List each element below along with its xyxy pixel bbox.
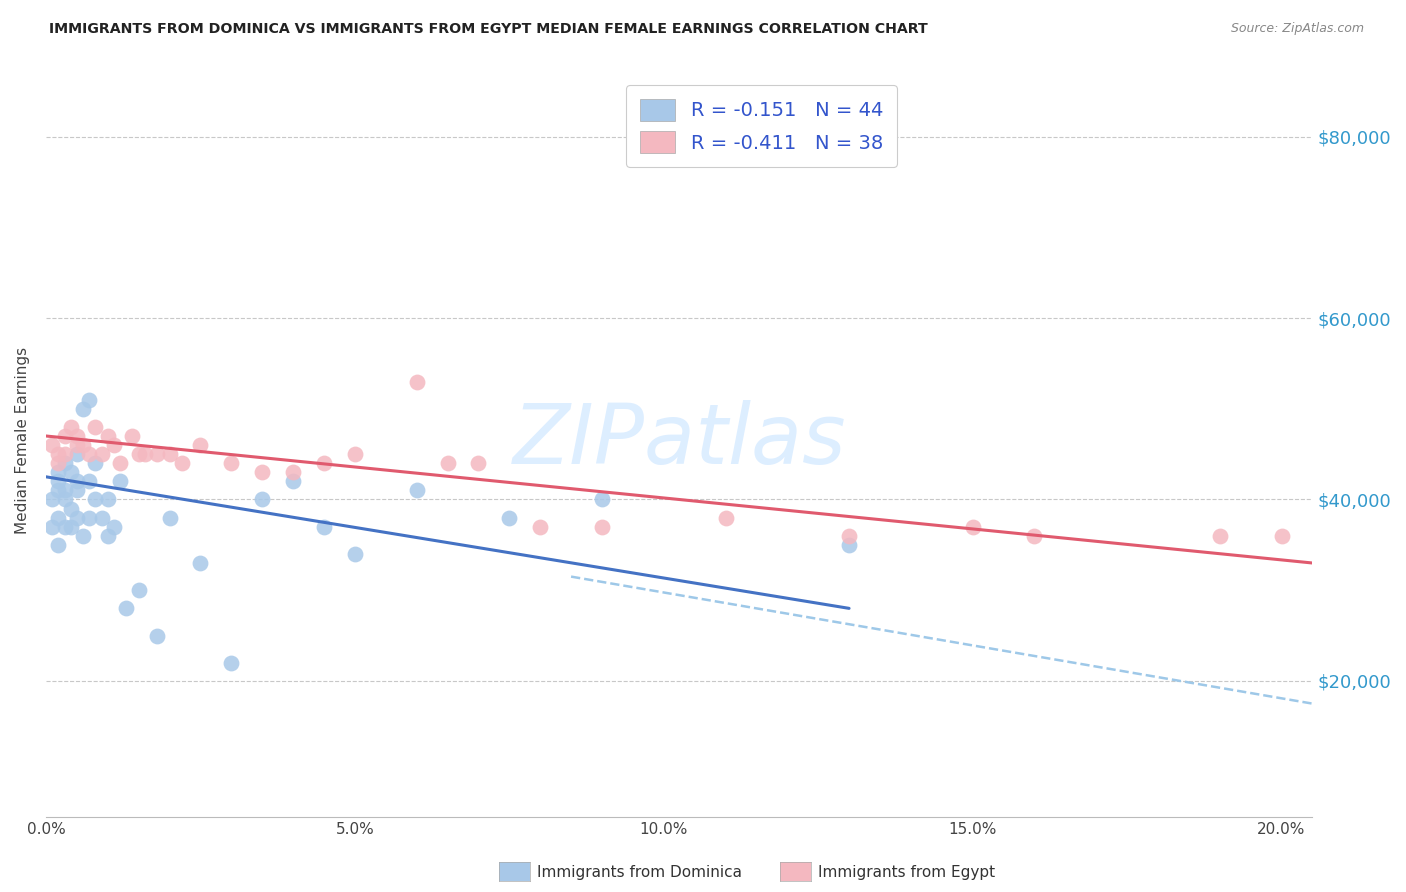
- Text: IMMIGRANTS FROM DOMINICA VS IMMIGRANTS FROM EGYPT MEDIAN FEMALE EARNINGS CORRELA: IMMIGRANTS FROM DOMINICA VS IMMIGRANTS F…: [49, 22, 928, 37]
- Point: [312, 519, 335, 533]
- Point: [66, 447, 89, 461]
- Point: [46, 483, 69, 498]
- Point: [97, 429, 120, 443]
- Point: [53, 519, 76, 533]
- Point: [53, 447, 76, 461]
- Point: [46, 447, 69, 461]
- Point: [53, 429, 76, 443]
- Point: [221, 456, 243, 470]
- Point: [405, 375, 427, 389]
- Point: [128, 583, 150, 598]
- Point: [53, 456, 76, 470]
- Point: [97, 492, 120, 507]
- Point: [250, 465, 273, 479]
- Point: [72, 529, 94, 543]
- Point: [41, 492, 63, 507]
- Point: [121, 429, 143, 443]
- Point: [84, 420, 107, 434]
- Point: [250, 492, 273, 507]
- Point: [84, 456, 107, 470]
- Point: [41, 438, 63, 452]
- Point: [159, 510, 181, 524]
- Point: [53, 492, 76, 507]
- Point: [467, 456, 489, 470]
- Point: [90, 510, 112, 524]
- Point: [46, 510, 69, 524]
- Point: [77, 475, 100, 489]
- Point: [159, 447, 181, 461]
- Point: [103, 438, 125, 452]
- Point: [343, 447, 366, 461]
- Point: [66, 475, 89, 489]
- Point: [190, 556, 212, 570]
- Point: [59, 501, 82, 516]
- Point: [41, 519, 63, 533]
- Point: [84, 492, 107, 507]
- Point: [115, 601, 138, 615]
- Point: [170, 456, 193, 470]
- Point: [962, 519, 984, 533]
- Point: [1209, 529, 1232, 543]
- Point: [498, 510, 520, 524]
- Point: [46, 456, 69, 470]
- Point: [66, 438, 89, 452]
- Point: [66, 429, 89, 443]
- Text: Source: ZipAtlas.com: Source: ZipAtlas.com: [1230, 22, 1364, 36]
- Point: [281, 465, 304, 479]
- Point: [46, 475, 69, 489]
- Point: [77, 447, 100, 461]
- Point: [146, 629, 169, 643]
- Point: [591, 519, 613, 533]
- Point: [221, 656, 243, 670]
- Point: [714, 510, 737, 524]
- Point: [97, 529, 120, 543]
- Point: [1024, 529, 1046, 543]
- Point: [343, 547, 366, 561]
- Point: [838, 538, 860, 552]
- Point: [103, 519, 125, 533]
- Point: [66, 483, 89, 498]
- Point: [436, 456, 458, 470]
- Point: [108, 456, 131, 470]
- Point: [46, 465, 69, 479]
- Point: [90, 447, 112, 461]
- Point: [53, 483, 76, 498]
- Point: [77, 510, 100, 524]
- Point: [108, 475, 131, 489]
- Point: [46, 538, 69, 552]
- Point: [1270, 529, 1292, 543]
- Text: Immigrants from Dominica: Immigrants from Dominica: [537, 865, 742, 880]
- Point: [591, 492, 613, 507]
- Point: [59, 420, 82, 434]
- Text: ZIPatlas: ZIPatlas: [512, 400, 846, 481]
- Point: [529, 519, 551, 533]
- Point: [72, 401, 94, 416]
- Point: [66, 510, 89, 524]
- Point: [59, 519, 82, 533]
- Point: [59, 465, 82, 479]
- Point: [72, 438, 94, 452]
- Legend: R = -0.151   N = 44, R = -0.411   N = 38: R = -0.151 N = 44, R = -0.411 N = 38: [627, 85, 897, 167]
- Point: [128, 447, 150, 461]
- Y-axis label: Median Female Earnings: Median Female Earnings: [15, 347, 30, 534]
- Point: [134, 447, 156, 461]
- Point: [312, 456, 335, 470]
- Point: [146, 447, 169, 461]
- Point: [77, 392, 100, 407]
- Point: [838, 529, 860, 543]
- Point: [281, 475, 304, 489]
- Point: [190, 438, 212, 452]
- Point: [405, 483, 427, 498]
- Text: Immigrants from Egypt: Immigrants from Egypt: [818, 865, 995, 880]
